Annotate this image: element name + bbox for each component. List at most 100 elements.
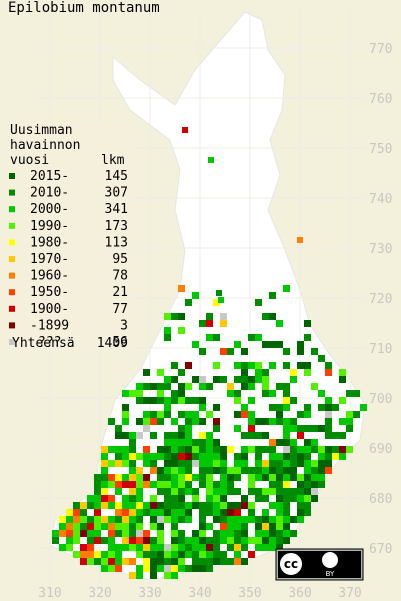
observation-cell [122,446,129,453]
observation-cell [318,453,325,460]
legend-count: 77 [112,302,128,317]
observation-cell [164,460,171,467]
observation-cell [122,418,129,425]
observation-cell [171,523,178,530]
observation-cell [192,397,199,404]
legend-count: 78 [112,269,128,284]
observation-cell [290,425,297,432]
observation-cell [227,383,234,390]
observation-cell [227,502,234,509]
observation-cell [136,481,143,488]
observation-cell [297,474,304,481]
observation-cell [171,362,178,369]
license-badge: cc BY [275,548,364,581]
observation-cell [241,523,248,530]
observation-cell [269,362,276,369]
observation-cell [297,411,304,418]
observation-cell [248,467,255,474]
observation-cell [346,418,353,425]
northing-label: 670 [369,542,392,557]
observation-cell [136,390,143,397]
observation-cell [227,390,234,397]
observation-cell [73,523,80,530]
observation-cell [108,502,115,509]
observation-cell [171,565,178,572]
observation-cell [178,425,185,432]
observation-cell [129,390,136,397]
legend-count: 3 [120,318,128,333]
observation-cell [206,320,213,327]
observation-cell [311,439,318,446]
observation-cell [304,404,311,411]
observation-cell [108,523,115,530]
observation-cell [290,474,297,481]
observation-cell [59,530,66,537]
observation-cell [185,439,192,446]
legend-count: 95 [112,252,128,267]
observation-cell [234,502,241,509]
observation-cell [115,509,122,516]
observation-cell [101,537,108,544]
observation-cell [206,565,213,572]
observation-cell [290,488,297,495]
observation-cell [150,544,157,551]
observation-cell [206,334,213,341]
observation-cell [304,460,311,467]
observation-cell [234,558,241,565]
observation-cell [108,481,115,488]
observation-cell [185,362,192,369]
observation-cell [304,362,311,369]
observation-cell [129,481,136,488]
observation-cell [276,411,283,418]
observation-cell [269,523,276,530]
observation-cell [262,516,269,523]
observation-cell [269,418,276,425]
observation-cell [171,376,178,383]
observation-cell [122,523,129,530]
observation-cell [255,474,262,481]
observation-cell [129,432,136,439]
observation-cell [101,446,108,453]
observation-cell [269,516,276,523]
observation-cell [283,467,290,474]
observation-cell [339,369,346,376]
observation-cell [178,446,185,453]
observation-cell [311,467,318,474]
observation-cell [325,411,332,418]
observation-cell [346,425,353,432]
observation-cell [136,537,143,544]
legend-heading: havainnon [10,138,80,153]
observation-cell [304,502,311,509]
observation-cell [171,488,178,495]
observation-cell [122,460,129,467]
observation-cell [283,285,290,292]
observation-cell [129,495,136,502]
observation-cell [199,460,206,467]
observation-cell [206,544,213,551]
observation-cell [234,390,241,397]
observation-cell [290,516,297,523]
observation-cell [304,467,311,474]
observation-cell [220,460,227,467]
observation-cell [87,495,94,502]
observation-cell [248,509,255,516]
observation-cell [94,551,101,558]
observation-cell [234,362,241,369]
observation-cell [248,474,255,481]
observation-cell [178,467,185,474]
observation-cell [311,495,318,502]
observation-cell [220,446,227,453]
observation-cell [178,502,185,509]
observation-cell [199,404,206,411]
observation-cell [143,481,150,488]
observation-cell [213,404,220,411]
observation-cell [332,432,339,439]
observation-cell [206,383,213,390]
observation-cell [290,418,297,425]
observation-cell [129,474,136,481]
observation-cell [283,530,290,537]
observation-cell [164,334,171,341]
observation-cell [234,376,241,383]
observation-cell [241,537,248,544]
observation-cell [129,446,136,453]
